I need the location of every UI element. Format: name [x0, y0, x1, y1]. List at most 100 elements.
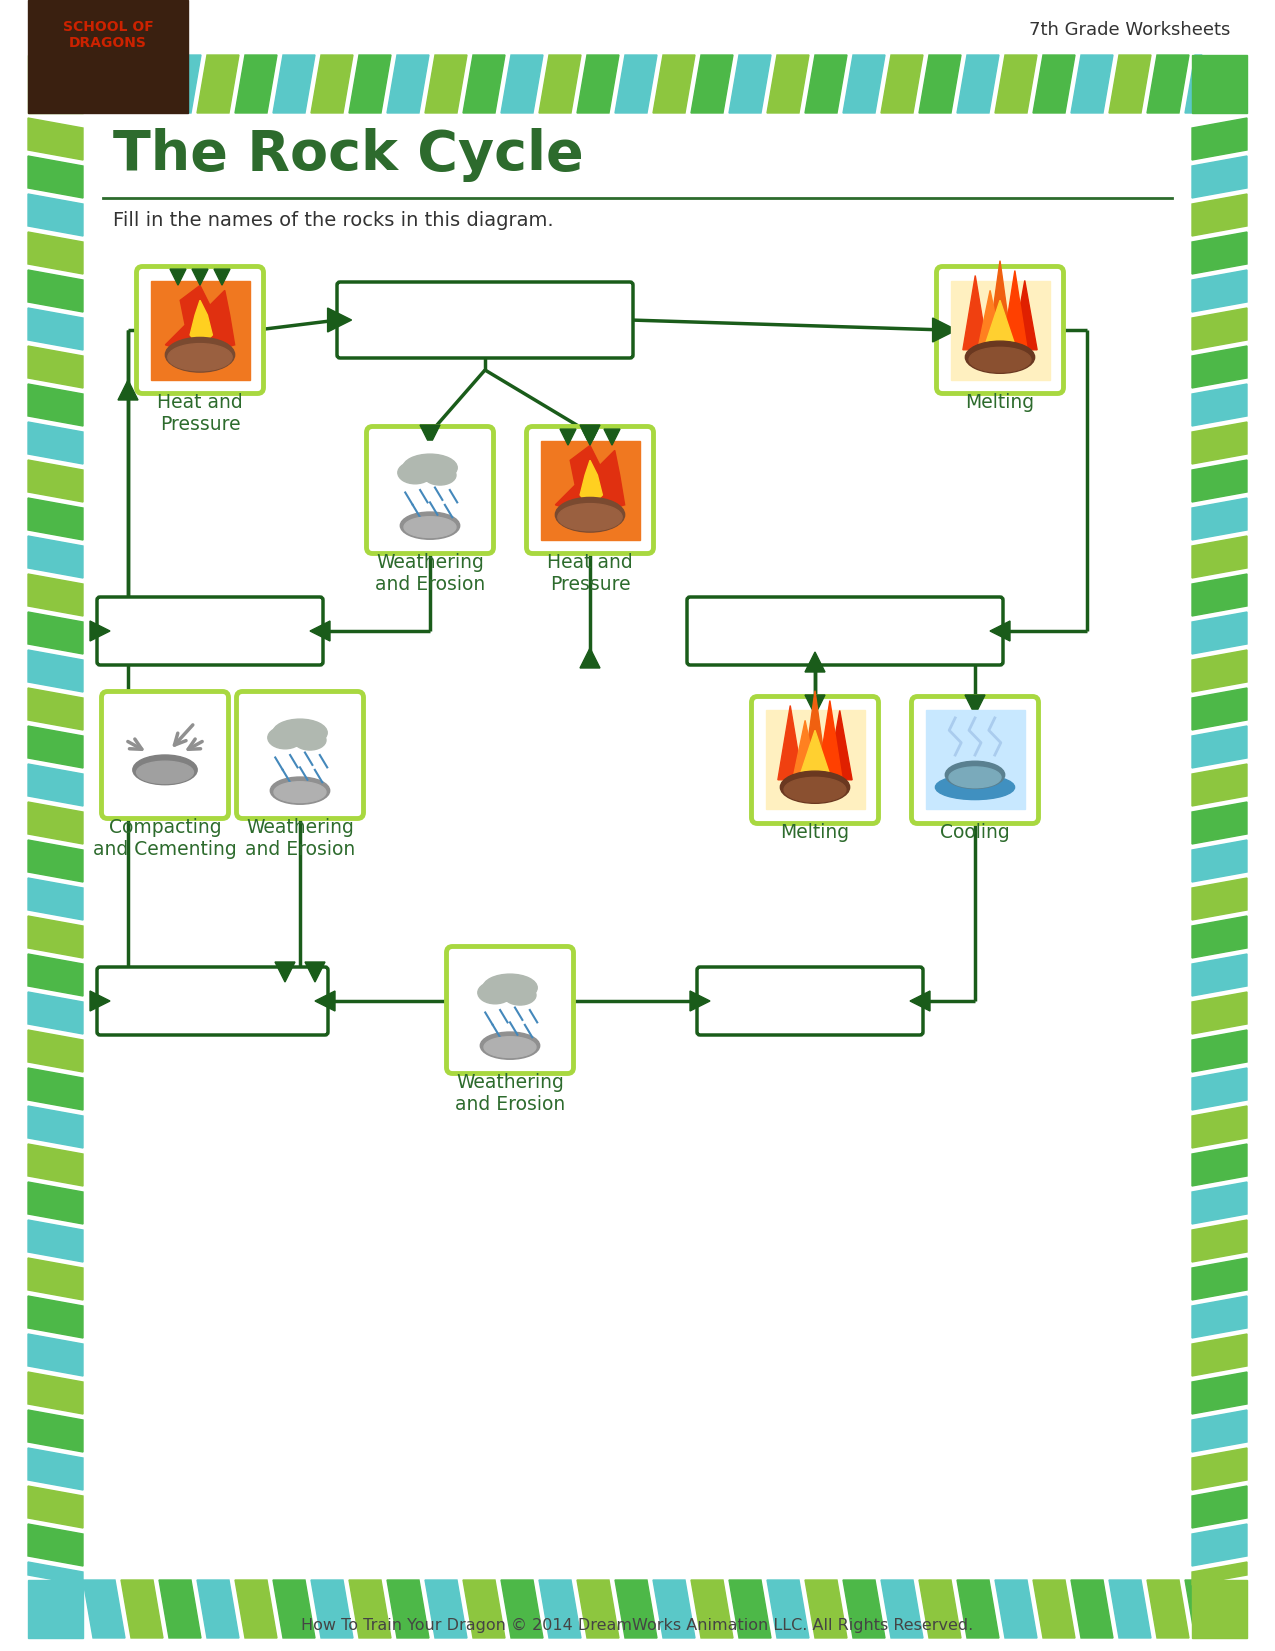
Bar — [926, 710, 1025, 809]
Polygon shape — [83, 54, 125, 112]
Polygon shape — [1184, 1580, 1202, 1638]
Polygon shape — [28, 1106, 83, 1147]
Polygon shape — [273, 54, 315, 112]
Polygon shape — [28, 1144, 83, 1185]
Polygon shape — [1192, 347, 1247, 388]
Polygon shape — [28, 992, 83, 1034]
Polygon shape — [1192, 613, 1247, 654]
Polygon shape — [1192, 575, 1247, 616]
Polygon shape — [315, 991, 335, 1010]
Bar — [28, 54, 83, 112]
Polygon shape — [501, 54, 543, 112]
Ellipse shape — [133, 755, 198, 784]
Polygon shape — [615, 54, 657, 112]
Text: SCHOOL OF
DRAGONS: SCHOOL OF DRAGONS — [62, 20, 153, 50]
Bar — [83, 112, 1192, 1580]
Polygon shape — [1192, 1562, 1247, 1585]
Polygon shape — [28, 1182, 83, 1223]
FancyBboxPatch shape — [687, 598, 1003, 665]
Ellipse shape — [136, 761, 194, 784]
Text: The Rock Cycle: The Rock Cycle — [113, 129, 584, 182]
Polygon shape — [28, 1410, 83, 1451]
Polygon shape — [578, 54, 618, 112]
Polygon shape — [28, 347, 83, 388]
Polygon shape — [388, 1580, 428, 1638]
Polygon shape — [463, 1580, 505, 1638]
Polygon shape — [1192, 764, 1247, 806]
Polygon shape — [28, 271, 83, 312]
Polygon shape — [28, 613, 83, 654]
Polygon shape — [28, 499, 83, 540]
Ellipse shape — [270, 778, 330, 804]
Polygon shape — [425, 54, 467, 112]
Ellipse shape — [478, 982, 513, 1004]
Polygon shape — [919, 54, 961, 112]
Polygon shape — [580, 461, 602, 507]
Polygon shape — [28, 1334, 83, 1375]
Bar — [1192, 54, 1247, 112]
Polygon shape — [28, 802, 83, 844]
Ellipse shape — [484, 1037, 536, 1058]
Polygon shape — [166, 286, 235, 355]
Polygon shape — [28, 155, 83, 198]
Polygon shape — [580, 424, 601, 446]
Polygon shape — [958, 54, 1000, 112]
Polygon shape — [28, 1068, 83, 1109]
Polygon shape — [28, 726, 83, 768]
Polygon shape — [1148, 1580, 1190, 1638]
Polygon shape — [388, 54, 428, 112]
Polygon shape — [349, 54, 391, 112]
Polygon shape — [556, 446, 625, 515]
Text: Melting: Melting — [780, 822, 849, 842]
Text: 7th Grade Worksheets: 7th Grade Worksheets — [1029, 21, 1230, 40]
Polygon shape — [193, 269, 208, 286]
Polygon shape — [604, 429, 620, 446]
Polygon shape — [28, 117, 83, 160]
Text: Weathering
and Erosion: Weathering and Erosion — [455, 1073, 565, 1114]
Polygon shape — [28, 688, 83, 730]
Polygon shape — [311, 54, 353, 112]
Polygon shape — [119, 380, 138, 400]
Polygon shape — [1071, 54, 1113, 112]
Text: Weathering
and Erosion: Weathering and Erosion — [245, 817, 356, 859]
Polygon shape — [1192, 233, 1247, 274]
Polygon shape — [311, 1580, 353, 1638]
FancyBboxPatch shape — [751, 697, 878, 824]
Polygon shape — [1192, 916, 1247, 958]
Polygon shape — [1071, 1580, 1113, 1638]
Polygon shape — [653, 54, 695, 112]
Polygon shape — [1192, 954, 1247, 996]
Polygon shape — [190, 300, 213, 347]
Polygon shape — [978, 291, 1002, 350]
Polygon shape — [1033, 54, 1075, 112]
Polygon shape — [1192, 195, 1247, 236]
Bar — [28, 0, 187, 112]
Polygon shape — [881, 1580, 923, 1638]
Polygon shape — [768, 1580, 810, 1638]
Ellipse shape — [558, 504, 622, 532]
Polygon shape — [1192, 726, 1247, 768]
Polygon shape — [1148, 54, 1190, 112]
Polygon shape — [1192, 1068, 1247, 1109]
Bar — [150, 281, 250, 380]
FancyBboxPatch shape — [697, 967, 923, 1035]
Polygon shape — [28, 1220, 83, 1261]
Polygon shape — [1109, 54, 1151, 112]
Polygon shape — [349, 1580, 391, 1638]
Bar — [950, 281, 1049, 380]
Polygon shape — [1192, 499, 1247, 540]
Polygon shape — [1192, 1410, 1247, 1451]
Polygon shape — [963, 276, 988, 350]
Polygon shape — [1192, 1486, 1247, 1527]
Polygon shape — [1192, 1372, 1247, 1413]
Polygon shape — [793, 720, 817, 779]
Polygon shape — [1192, 1448, 1247, 1489]
Polygon shape — [805, 1580, 847, 1638]
Polygon shape — [28, 309, 83, 350]
Ellipse shape — [166, 337, 235, 371]
Ellipse shape — [483, 974, 537, 1002]
Polygon shape — [932, 319, 956, 342]
Polygon shape — [28, 1372, 83, 1413]
Ellipse shape — [556, 497, 625, 532]
Polygon shape — [539, 54, 581, 112]
